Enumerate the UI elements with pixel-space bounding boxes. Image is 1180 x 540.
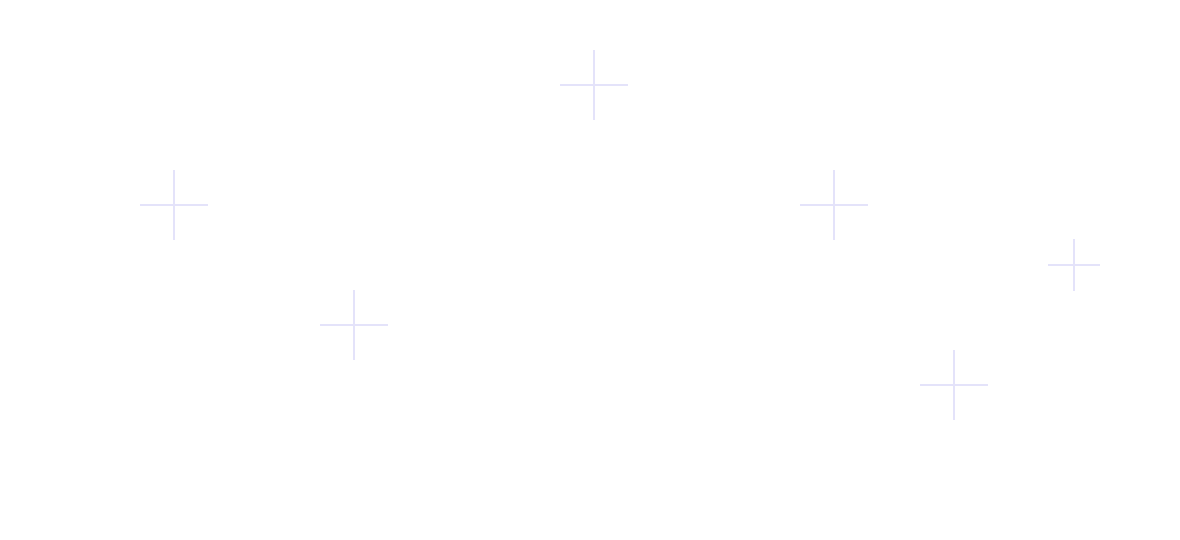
plus-sparkle-icon xyxy=(560,50,628,120)
plus-sparkle-icon xyxy=(920,350,988,420)
plus-sparkle-icon xyxy=(320,290,388,360)
plus-sparkle-icon xyxy=(800,170,868,240)
plus-sparkle-icon xyxy=(140,170,208,240)
plus-sparkle-icon xyxy=(1048,239,1100,291)
